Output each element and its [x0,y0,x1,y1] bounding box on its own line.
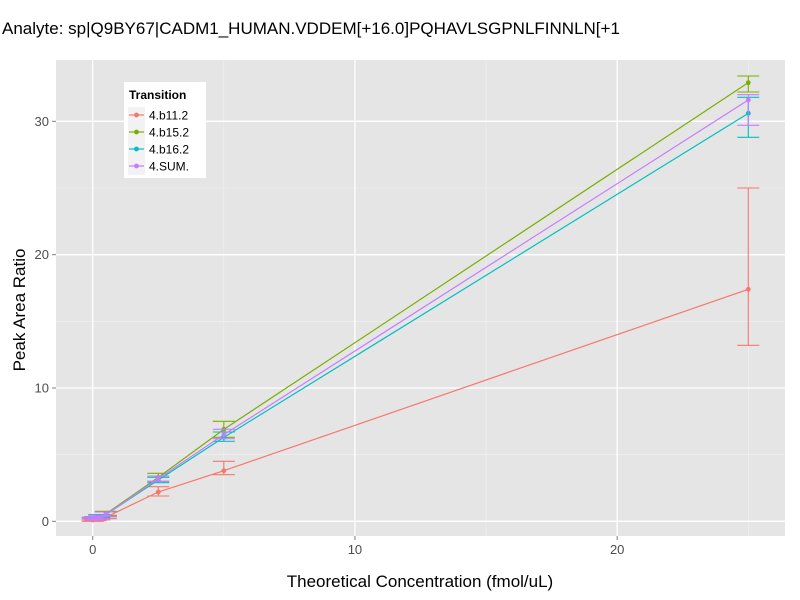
y-tick-label: 30 [35,114,49,129]
legend-key-point [134,129,139,135]
legend-label: 4.b16.2 [149,143,189,157]
data-point [155,476,161,482]
legend-key-point [134,163,139,169]
legend-key [128,124,145,141]
legend-key [128,107,145,124]
legend-key [128,158,145,175]
legend-key [128,141,145,158]
x-tick-label: 10 [348,542,362,557]
series-4 [81,94,760,522]
data-point [745,80,751,86]
data-point [155,489,161,495]
data-point [96,514,102,520]
data-point [745,286,751,292]
data-point [92,515,98,521]
legend: Transition 4.b11.2 4.b15.2 4.b16.2 4.SUM. [124,82,206,178]
legend-label: 4.SUM. [149,160,189,174]
y-axis-title: Peak Area Ratio [10,249,29,372]
data-point [745,97,751,103]
legend-key-point [134,112,139,118]
plot-area: 0 10 20 0 10 20 30 Transition 4.b11.2 4.b15.2 4.b1… [35,60,785,557]
x-tick-label: 0 [89,542,96,557]
y-tick-label: 0 [42,514,49,529]
legend-key-point [134,146,139,152]
x-axis-title: Theoretical Concentration (fmol/uL) [287,572,553,591]
y-tick-label: 10 [35,381,49,396]
data-point [221,432,227,438]
x-tick-label: 20 [610,542,624,557]
legend-label: 4.b11.2 [149,109,188,123]
legend-label: 4.b15.2 [149,126,189,140]
data-point [103,512,109,518]
y-tick-label: 20 [35,247,49,262]
legend-title: Transition [129,88,186,102]
data-point [221,468,227,474]
chart-title: Analyte: sp|Q9BY67|CADM1_HUMAN.VDDEM[+16… [2,19,620,38]
